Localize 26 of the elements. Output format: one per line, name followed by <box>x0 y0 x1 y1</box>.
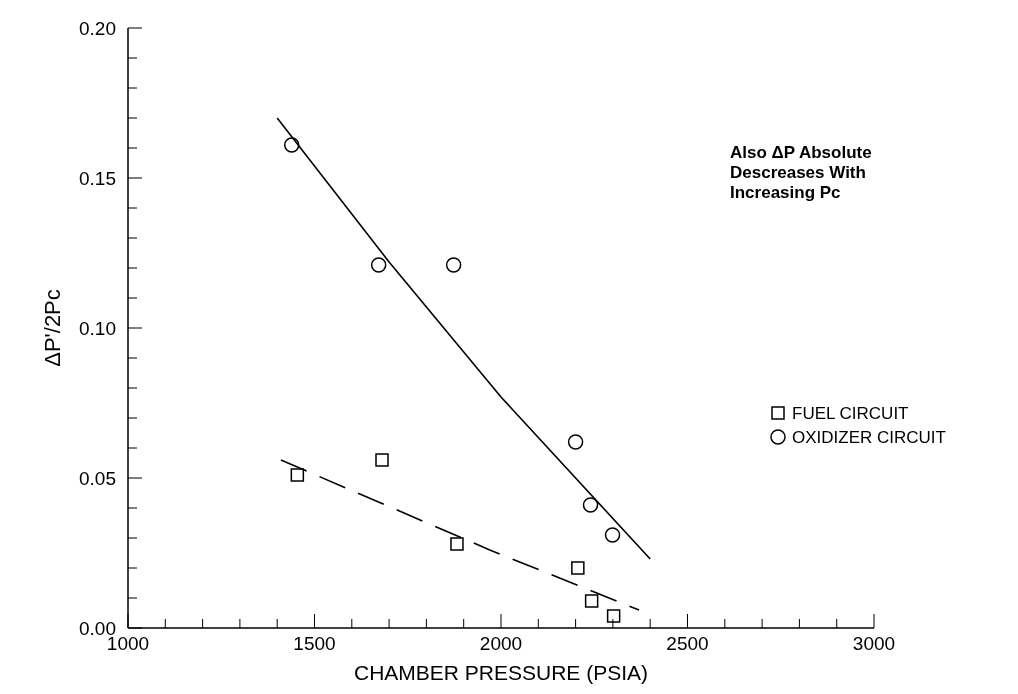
line-series <box>276 117 651 560</box>
x-tick-label: 1500 <box>293 633 336 654</box>
point <box>606 609 621 623</box>
point <box>582 497 599 513</box>
point <box>284 137 300 153</box>
annotation: Also ΔP Absolute Descreases With Increasing Pc <box>730 143 872 202</box>
y-axis-title: ΔP'/2Pc <box>40 289 65 367</box>
x-tick-label: 3000 <box>852 633 896 654</box>
point <box>290 468 305 482</box>
y-tick-label: 0.10 <box>79 317 116 339</box>
point <box>584 594 599 608</box>
point <box>571 561 585 575</box>
point <box>450 537 464 551</box>
x-axis-title: CHAMBER PRESSURE (PSIA) <box>353 661 649 684</box>
y-tick-label: 0.05 <box>79 467 116 489</box>
point <box>567 434 584 450</box>
point <box>370 257 387 273</box>
x-tick-label: 2000 <box>479 633 523 654</box>
point <box>445 257 462 273</box>
point <box>375 453 389 467</box>
legend-label: OXIDIZER CIRCUIT <box>792 427 946 447</box>
y-tick-label: 0.20 <box>79 17 116 39</box>
y-tick-label: 0.15 <box>79 167 116 189</box>
legend-label: FUEL CIRCUIT <box>792 403 909 423</box>
point <box>604 527 621 543</box>
x-tick-label: 2500 <box>666 633 709 654</box>
